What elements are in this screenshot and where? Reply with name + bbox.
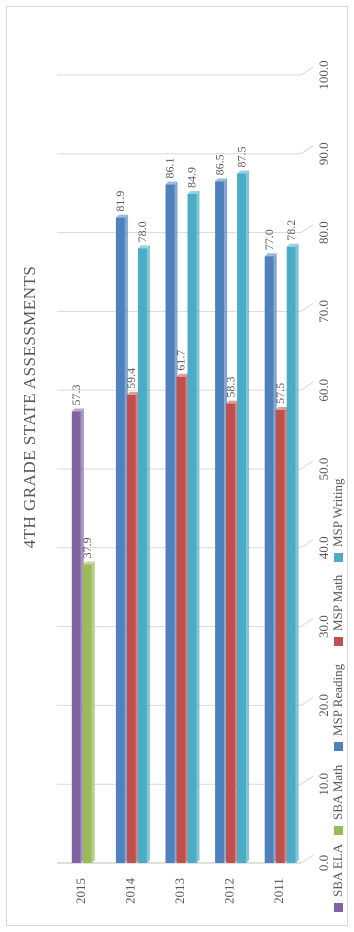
bar-top [286, 243, 299, 247]
bar-top [165, 181, 178, 185]
bar [275, 409, 285, 863]
bar [71, 411, 81, 863]
gridline-depth [300, 775, 314, 785]
bar [215, 181, 225, 863]
bar-top [275, 406, 288, 410]
legend-label: SBA ELA [330, 843, 345, 897]
data-label: 87.5 [234, 147, 248, 168]
bar-top [126, 391, 139, 395]
value-tick-label: 20.0 [316, 694, 331, 717]
data-label: 77.0 [262, 229, 276, 250]
bar-top [187, 190, 200, 194]
bar [137, 248, 147, 864]
data-label: 58.3 [223, 377, 237, 398]
value-tick-label: 0.0 [316, 855, 331, 871]
bar [176, 376, 186, 863]
data-label: 86.1 [163, 158, 177, 179]
bar [237, 173, 247, 863]
category-labels: 2015 2014 2013 2012 2011 [73, 878, 286, 905]
value-tick-label: 40.0 [316, 536, 331, 559]
gridline-depth [300, 224, 314, 234]
value-tick-label: 30.0 [316, 615, 331, 638]
category-label: 2014 [122, 878, 137, 905]
chart-title: 4TH GRADE STATE ASSESSMENTS [20, 266, 39, 549]
bar [226, 403, 236, 863]
value-tick-label: 100.0 [316, 60, 331, 89]
bar-top [137, 245, 150, 249]
gridline-depth [300, 302, 314, 312]
bar-side [196, 190, 200, 863]
gridline-depth [300, 460, 314, 470]
legend-label: MSP Math [330, 574, 345, 631]
bar-chart: 0.0 10.0 20.0 30.0 40.0 50.0 60.0 70.0 80.0 90.0 1… [20, 60, 345, 912]
bar-top [82, 561, 95, 565]
category-label: 2013 [172, 878, 187, 904]
chart-frame: 0.0 10.0 20.0 30.0 40.0 50.0 60.0 70.0 80.0 90.0 1… [6, 6, 348, 926]
gridline-depth [300, 618, 314, 628]
bar [82, 564, 92, 863]
bar-side [295, 243, 299, 863]
value-tick-label: 90.0 [316, 142, 331, 165]
legend-swatch [334, 903, 343, 912]
value-tick-label: 60.0 [316, 379, 331, 402]
bar-side [146, 245, 150, 864]
data-label: 59.4 [124, 368, 138, 389]
data-label: 57.5 [273, 383, 287, 404]
legend-swatch [334, 553, 343, 562]
gridline-depth [300, 381, 314, 391]
legend-label: MSP Writing [330, 478, 345, 547]
legend-label: SBA Math [330, 764, 345, 820]
category-label: 2011 [271, 878, 286, 904]
category-label: 2015 [73, 878, 88, 904]
data-label: 81.9 [113, 191, 127, 212]
data-label: 37.9 [80, 537, 94, 558]
gridline-depth [300, 696, 314, 706]
data-label: 78.0 [135, 221, 149, 242]
bar-top [115, 214, 128, 218]
bar [126, 394, 136, 863]
gridline-depth [300, 854, 314, 864]
data-label: 61.7 [174, 350, 188, 371]
value-tick-label: 80.0 [316, 221, 331, 244]
gridline-depth [300, 539, 314, 549]
data-labels: 57.3 37.9 81.9 59.4 78.0 86.1 61.7 84.9 86.5 58.3… [69, 147, 298, 559]
gridline-depth [300, 66, 314, 76]
legend-swatch [334, 742, 343, 751]
bar-top [176, 373, 189, 377]
gridline-depth [300, 145, 314, 155]
legend-label: MSP Reading [330, 663, 345, 736]
bar-top [264, 253, 277, 257]
legend-swatch [334, 637, 343, 646]
value-tick-label: 10.0 [316, 773, 331, 796]
bar-top [71, 408, 84, 412]
value-tick-labels: 0.0 10.0 20.0 30.0 40.0 50.0 60.0 70.0 80.0 90.0 1… [316, 60, 331, 871]
bar [165, 184, 175, 864]
bars [71, 170, 299, 864]
data-label: 86.5 [212, 154, 226, 175]
category-label: 2012 [222, 878, 237, 904]
legend: SBA ELA SBA Math MSP Reading MSP Math MSP Wr… [330, 478, 345, 912]
bar [264, 256, 274, 863]
data-label: 57.3 [69, 384, 83, 405]
legend-swatch [334, 826, 343, 835]
value-tick-label: 50.0 [316, 458, 331, 481]
bar [187, 193, 197, 863]
bar-top [215, 178, 228, 182]
bar-side [246, 170, 250, 863]
data-label: 78.2 [284, 220, 298, 241]
bar-top [226, 400, 239, 404]
data-label: 84.9 [185, 167, 199, 188]
value-tick-label: 70.0 [316, 300, 331, 323]
bar [286, 246, 296, 863]
bar-top [237, 170, 250, 174]
bar-side [91, 561, 95, 863]
bar [115, 217, 125, 864]
